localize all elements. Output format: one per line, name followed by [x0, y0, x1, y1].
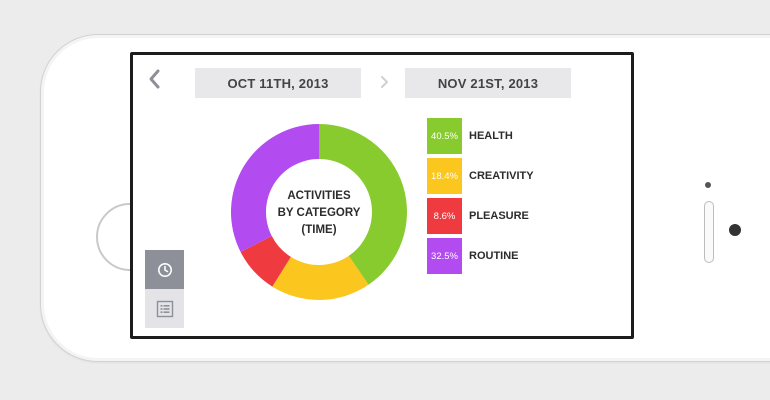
legend-swatch: 8.6% — [427, 198, 462, 234]
donut-label-line-3: (TIME) — [301, 224, 337, 236]
legend-item-routine[interactable]: 32.5% ROUTINE — [427, 238, 519, 274]
list-icon — [156, 300, 173, 317]
proximity-sensor — [729, 224, 741, 236]
legend-item-creativity[interactable]: 18.4% CREATIVITY — [427, 158, 534, 194]
donut-slice-creativity — [272, 255, 369, 300]
app-view: OCT 11TH, 2013 NOV 21ST, 2013 ACTIVITIES… — [133, 55, 631, 336]
front-camera — [705, 182, 711, 188]
donut-slice-pleasure — [240, 236, 291, 287]
start-date-button[interactable]: OCT 11TH, 2013 — [195, 68, 361, 98]
donut-label-line-1: ACTIVITIES — [287, 190, 351, 202]
phone-screen: OCT 11TH, 2013 NOV 21ST, 2013 ACTIVITIES… — [130, 52, 634, 339]
legend-swatch: 32.5% — [427, 238, 462, 274]
donut-label-line-2: BY CATEGORY — [277, 207, 361, 219]
donut-slice-health — [319, 124, 407, 285]
legend-item-health[interactable]: 40.5% HEALTH — [427, 118, 513, 154]
chevron-right-icon — [381, 76, 388, 88]
view-switcher — [145, 250, 184, 328]
speaker-grille — [704, 201, 714, 263]
legend-swatch: 40.5% — [427, 118, 462, 154]
donut-slice-routine — [231, 124, 319, 252]
end-date-button[interactable]: NOV 21ST, 2013 — [405, 68, 571, 98]
start-date-label: OCT 11TH, 2013 — [227, 75, 329, 91]
donut-center-label: ACTIVITIES BY CATEGORY (TIME) — [269, 188, 369, 239]
category-donut-chart — [231, 124, 407, 300]
legend-label: HEALTH — [469, 130, 513, 142]
legend-label: ROUTINE — [469, 250, 519, 262]
date-range-separator — [379, 75, 389, 89]
time-view-button[interactable] — [145, 250, 184, 289]
legend-swatch: 18.4% — [427, 158, 462, 194]
list-view-button[interactable] — [145, 289, 184, 328]
legend-label: CREATIVITY — [469, 170, 534, 182]
back-button[interactable] — [145, 67, 165, 91]
clock-icon — [157, 262, 172, 277]
chevron-left-icon — [149, 69, 160, 89]
end-date-label: NOV 21ST, 2013 — [437, 75, 539, 91]
legend-item-pleasure[interactable]: 8.6% PLEASURE — [427, 198, 529, 234]
legend-label: PLEASURE — [469, 210, 529, 222]
